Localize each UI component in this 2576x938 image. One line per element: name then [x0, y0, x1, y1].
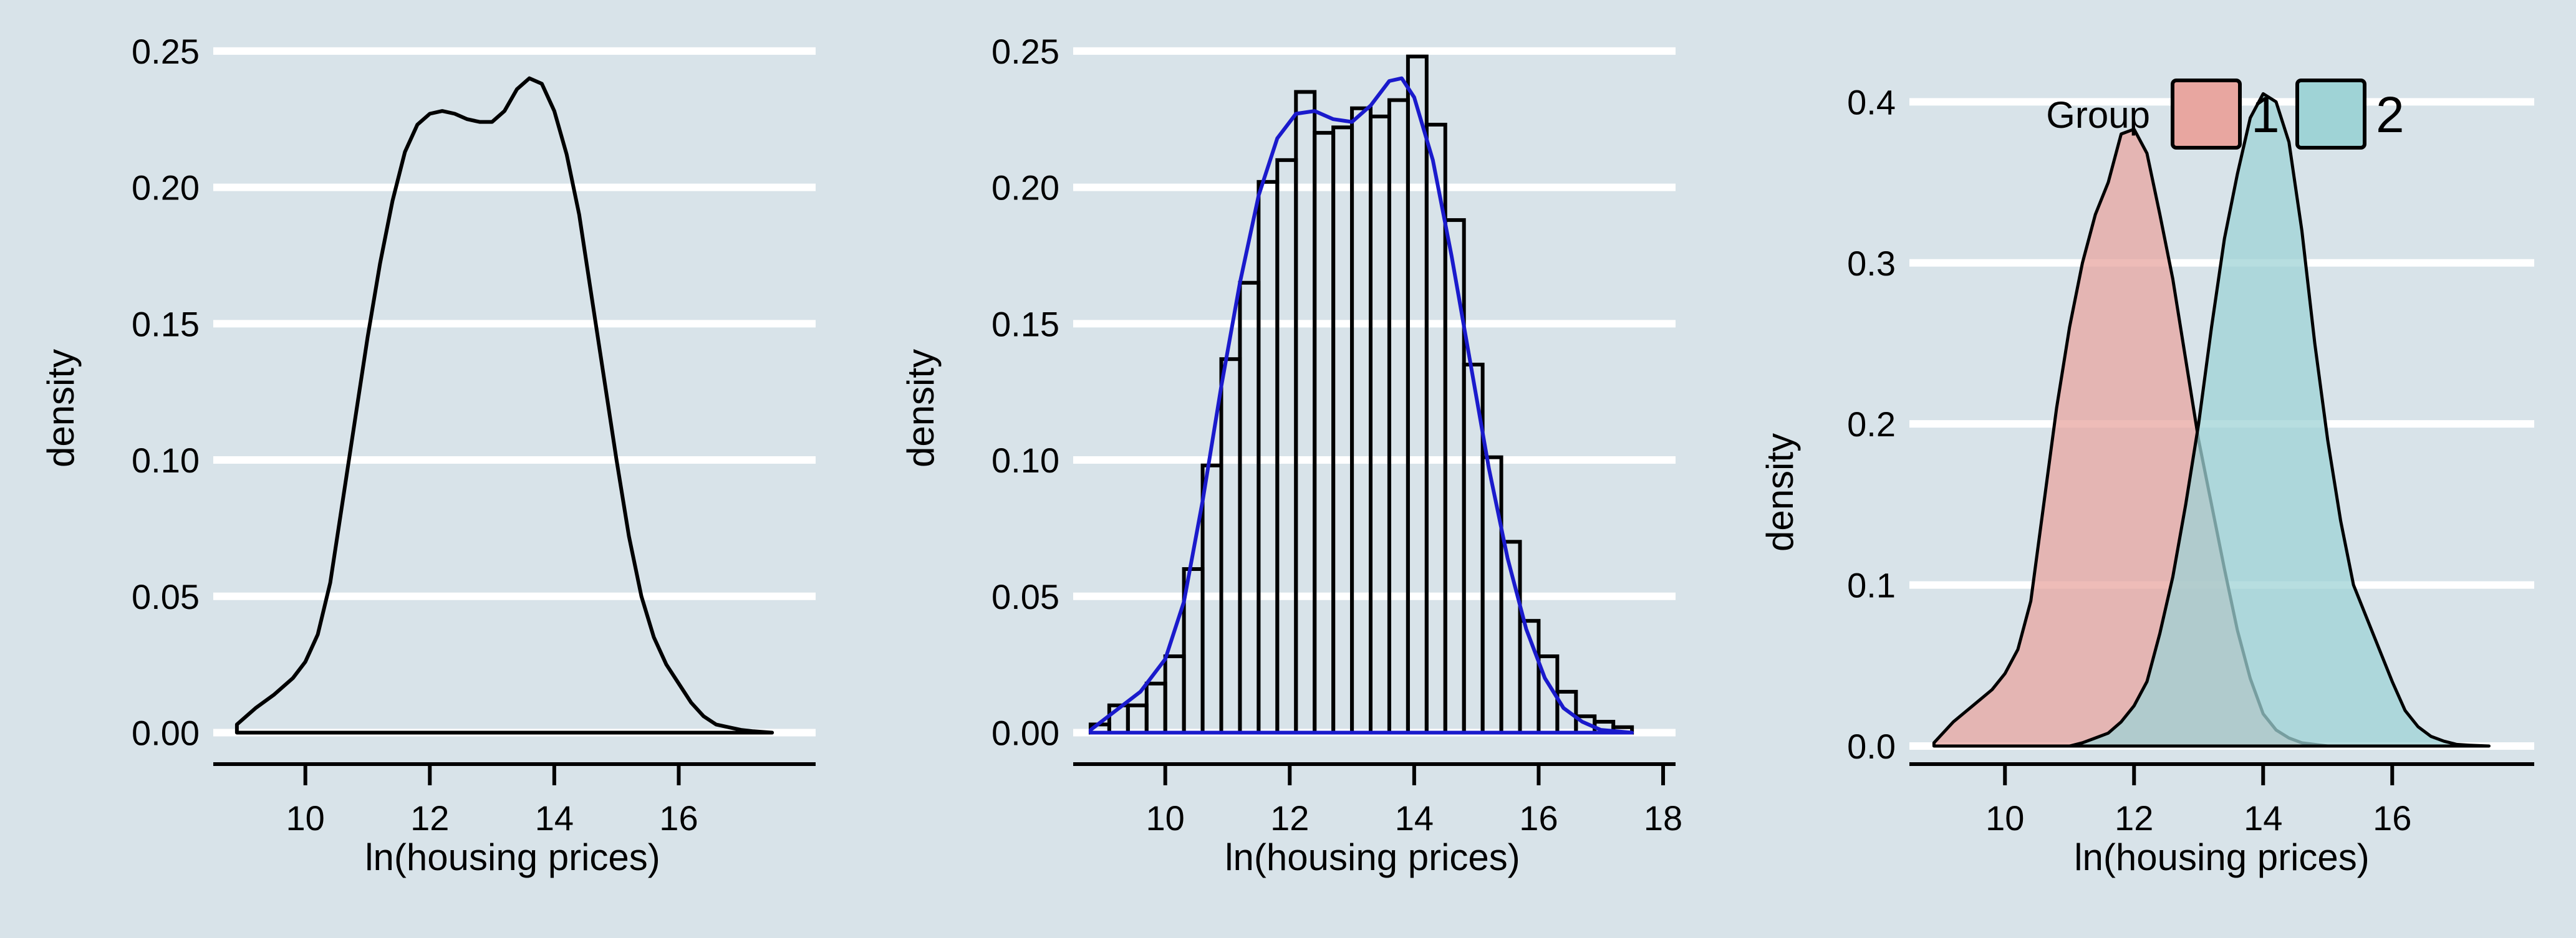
x-tick-label: 10 — [1146, 798, 1185, 838]
histogram-bar — [1313, 131, 1336, 735]
histogram-bar — [1350, 106, 1373, 735]
histogram-bar — [1406, 54, 1429, 735]
y-tick-label: 0.15 — [132, 304, 200, 343]
grid-lines — [1073, 47, 1676, 737]
density-area-group-2 — [2068, 92, 2491, 748]
legend-title: Group — [2046, 94, 2150, 136]
x-tick-label: 16 — [1519, 798, 1558, 838]
x-tick-label: 12 — [410, 798, 449, 838]
density-curve — [1088, 76, 1634, 735]
x-tick-label: 14 — [1395, 798, 1434, 838]
histogram-bar — [1275, 158, 1298, 735]
legend-label-group-1: 1 — [2251, 87, 2280, 143]
histogram-bar — [1387, 98, 1410, 735]
x-axis-title: ln(housing prices) — [2074, 836, 2370, 878]
y-axis-title: density — [900, 349, 942, 467]
plot-area — [1088, 54, 1634, 735]
y-tick-label: 0.10 — [991, 441, 1059, 480]
x-axis: 10 12 14 16 — [213, 762, 816, 838]
y-tick-label: 0.00 — [132, 714, 200, 753]
y-axis: 0.0 0.1 0.2 0.3 0.4 — [1847, 82, 1896, 766]
y-tick-label: 0.25 — [991, 32, 1059, 71]
y-axis: 0.00 0.05 0.10 0.15 0.20 0.25 — [991, 32, 1059, 753]
x-tick-label: 14 — [2244, 798, 2282, 838]
histogram-bar — [1331, 125, 1354, 735]
chart-kde: 10 12 14 16 0.00 0.05 0.10 0.15 0.20 0.25 ln(hou… — [40, 32, 816, 878]
y-tick-label: 0.00 — [991, 714, 1059, 753]
y-tick-label: 0.25 — [132, 32, 200, 71]
y-tick-label: 0.0 — [1847, 727, 1896, 766]
histogram-bar — [1163, 654, 1186, 735]
x-tick-label: 12 — [2115, 798, 2153, 838]
plot-area — [234, 76, 774, 735]
histogram-bar — [1126, 703, 1149, 735]
y-tick-label: 0.4 — [1847, 82, 1896, 122]
plot-area — [1932, 92, 2491, 748]
y-tick-label: 0.15 — [991, 304, 1059, 343]
chart-histogram: 10 12 14 16 18 0.00 0.05 0.10 0.15 0.20 0.25 ln(h… — [900, 32, 1682, 878]
legend-label-group-2: 2 — [2376, 87, 2405, 143]
legend-key-group-1 — [2171, 79, 2242, 150]
x-axis-title: ln(housing prices) — [1225, 836, 1520, 878]
histogram-bar — [1219, 357, 1242, 735]
legend: Group 1 2 — [2046, 79, 2405, 150]
x-tick-label: 10 — [286, 798, 325, 838]
y-tick-label: 0.20 — [132, 168, 200, 208]
x-tick-label: 10 — [1985, 798, 2024, 838]
x-tick-label: 12 — [1270, 798, 1309, 838]
y-tick-label: 0.10 — [132, 441, 200, 480]
x-tick-label: 16 — [659, 798, 698, 838]
y-axis-title: density — [1759, 433, 1801, 552]
y-axis: 0.00 0.05 0.10 0.15 0.20 0.25 — [132, 32, 200, 753]
y-axis-title: density — [40, 349, 82, 467]
x-tick-label: 16 — [2373, 798, 2411, 838]
y-tick-label: 0.05 — [132, 577, 200, 616]
y-tick-label: 0.1 — [1847, 566, 1896, 605]
histogram-bar — [1443, 218, 1466, 735]
histogram-bar — [1238, 280, 1261, 735]
y-tick-label: 0.3 — [1847, 244, 1896, 283]
chart-grouped-density: 10 12 14 16 0.00.10.20.30.4 Group 1 2 ln(ho… — [1759, 79, 2534, 878]
density-curve — [234, 76, 774, 735]
histogram-bar — [1144, 681, 1167, 735]
x-tick-label: 14 — [535, 798, 574, 838]
panel-histogram: 10 12 14 16 18 0.00 0.05 0.10 0.15 0.20 0.25 ln(h… — [860, 0, 1715, 935]
legend-key-group-2 — [2295, 79, 2366, 150]
grid-lines — [213, 47, 816, 737]
panel-kde: 10 12 14 16 0.00 0.05 0.10 0.15 0.20 0.25 ln(hou… — [0, 0, 856, 935]
x-axis: 10 12 14 16 — [1909, 762, 2534, 838]
y-tick-label: 0.20 — [991, 168, 1059, 208]
y-tick-label: 0.05 — [991, 577, 1059, 616]
x-axis: 10 12 14 16 18 — [1073, 762, 1682, 838]
x-axis-title: ln(housing prices) — [365, 836, 660, 878]
x-tick-label: 18 — [1644, 798, 1682, 838]
y-tick-label: 0.2 — [1847, 404, 1896, 444]
panel-grouped-density: 10 12 14 16 0.0 0.1 0.2 0.3 0.4 Group 1 2 ln(ho… — [1720, 0, 2576, 935]
histogram-bar — [1369, 114, 1391, 735]
